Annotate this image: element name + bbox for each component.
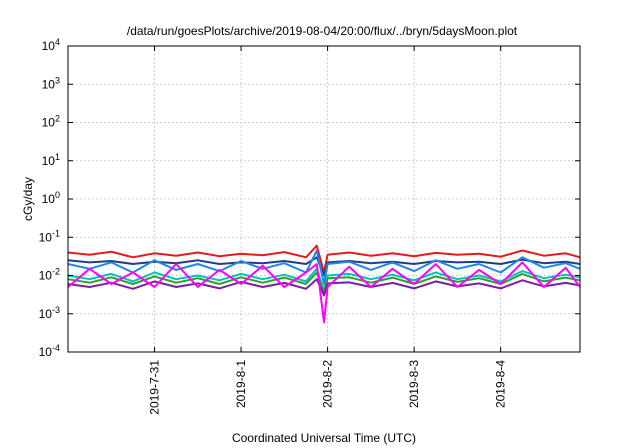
series-line-3 bbox=[67, 249, 581, 285]
series-line-6 bbox=[67, 278, 581, 297]
y-axis-label: cGy/day bbox=[21, 177, 35, 221]
series-line-7 bbox=[67, 261, 581, 324]
series-layer bbox=[67, 244, 581, 324]
y-tick-labels: 10-4 10-3 10-2 10-1 100 101 102 103 104 bbox=[39, 37, 60, 359]
grid-lines bbox=[68, 46, 580, 352]
y-tick-label: 104 bbox=[42, 37, 60, 53]
y-tick-label: 103 bbox=[42, 75, 60, 91]
x-tick-labels: 2019-7-31 2019-8-1 2019-8-2 2019-8-3 2019-8-… bbox=[148, 360, 508, 415]
y-tick-label: 102 bbox=[42, 114, 60, 130]
x-tick-label: 2019-8-2 bbox=[321, 360, 335, 408]
series-line-2 bbox=[67, 256, 581, 277]
y-tick-marks bbox=[68, 45, 580, 353]
x-tick-label: 2019-8-3 bbox=[407, 360, 421, 408]
y-tick-label: 101 bbox=[42, 152, 60, 168]
y-tick-label: 10-4 bbox=[39, 343, 60, 359]
x-tick-label: 2019-8-1 bbox=[234, 360, 248, 408]
y-tick-label: 100 bbox=[42, 190, 60, 206]
x-tick-label: 2019-8-4 bbox=[494, 360, 508, 408]
chart-title: /data/run/goesPlots/archive/2019-08-04/2… bbox=[127, 24, 518, 38]
y-tick-label: 10-1 bbox=[39, 228, 60, 244]
y-tick-label: 10-2 bbox=[39, 267, 60, 283]
y-tick-label: 10-3 bbox=[39, 305, 60, 321]
x-axis-label: Coordinated Universal Time (UTC) bbox=[232, 431, 416, 445]
x-tick-label: 2019-7-31 bbox=[148, 360, 162, 415]
series-line-1 bbox=[67, 244, 581, 274]
